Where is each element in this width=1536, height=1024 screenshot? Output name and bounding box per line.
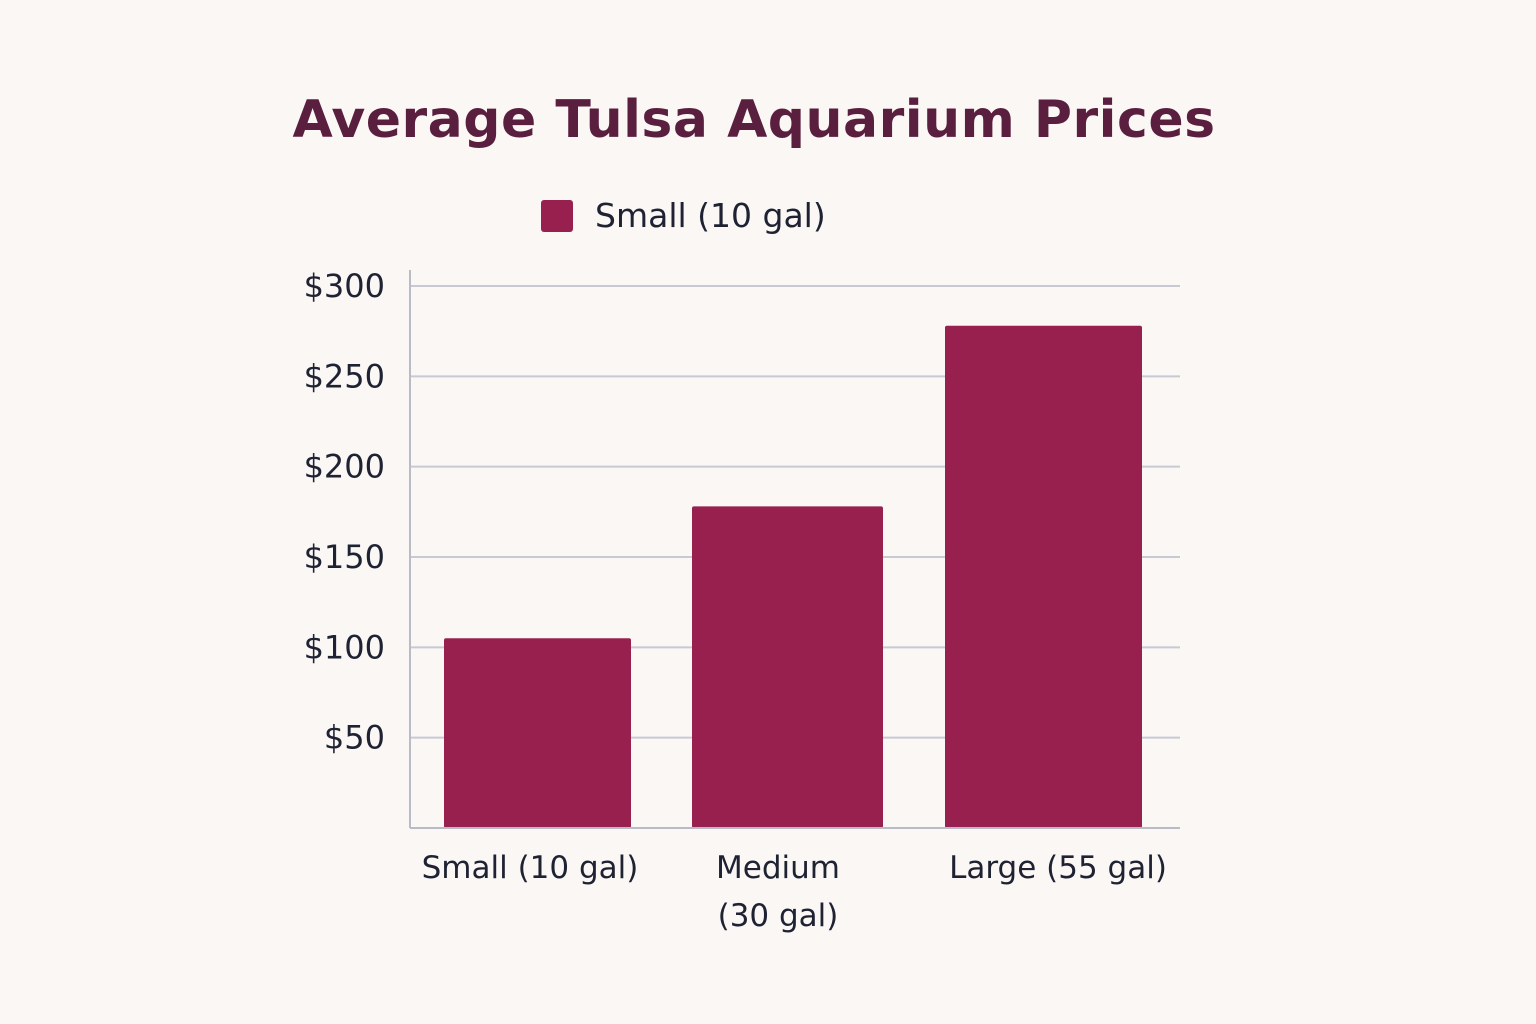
bar: [692, 506, 883, 828]
x-category-label: Medium: [716, 850, 840, 886]
y-tick-label: $150: [304, 538, 385, 576]
x-category-label: Small (10 gal): [422, 850, 639, 886]
y-tick-label: $50: [324, 719, 385, 757]
legend-swatch: [541, 199, 573, 232]
legend: Small (10 gal): [541, 196, 826, 235]
bar: [444, 638, 631, 828]
y-tick-label: $300: [304, 267, 385, 305]
legend-label: Small (10 gal): [595, 196, 826, 235]
chart-title: Average Tulsa Aquarium Prices: [292, 90, 1216, 150]
bar: [945, 325, 1142, 828]
y-tick-label: $200: [304, 448, 385, 486]
y-tick-label: $100: [304, 628, 385, 666]
y-tick-label: $250: [304, 357, 385, 395]
x-category-label: Large (55 gal): [949, 850, 1167, 886]
x-category-label: (30 gal): [718, 898, 839, 934]
